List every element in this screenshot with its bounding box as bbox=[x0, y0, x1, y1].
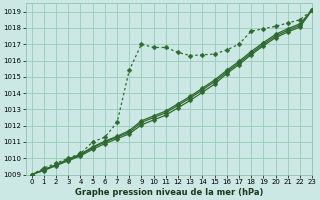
X-axis label: Graphe pression niveau de la mer (hPa): Graphe pression niveau de la mer (hPa) bbox=[75, 188, 263, 197]
